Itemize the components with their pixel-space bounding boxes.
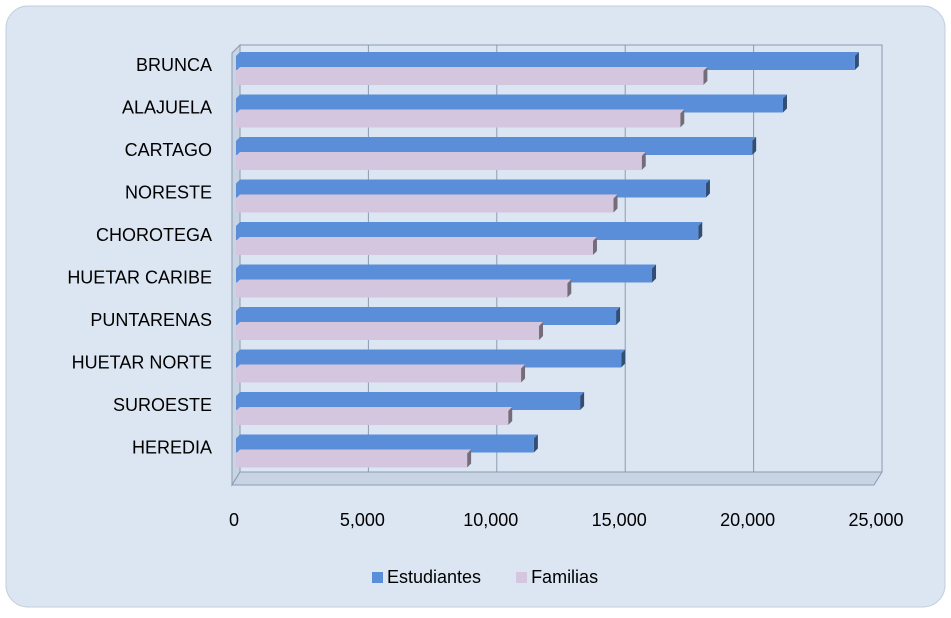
x-tick-label: 10,000 [463, 510, 518, 530]
bar-end [467, 449, 472, 468]
bar-end [580, 392, 585, 410]
bar-end [782, 94, 787, 113]
bar-top [236, 407, 513, 411]
bar-end [854, 52, 859, 70]
bar [236, 311, 617, 325]
bar-end [567, 279, 572, 298]
bar-top [236, 322, 544, 326]
x-tick-label: 25,000 [848, 510, 903, 530]
y-tick-label: CARTAGO [125, 140, 212, 160]
y-tick-label: HEREDIA [132, 438, 212, 458]
bar-top [236, 237, 597, 241]
bar [236, 353, 622, 368]
bar [236, 411, 509, 425]
bar [236, 326, 540, 340]
bar [236, 198, 614, 213]
bar-top [236, 434, 538, 439]
bar-top [236, 279, 572, 284]
floor [231, 471, 883, 486]
bar [236, 183, 706, 198]
bar [236, 98, 783, 113]
bar [236, 396, 581, 410]
bar [236, 71, 704, 85]
bar [236, 453, 468, 468]
x-tick-label: 5,000 [340, 510, 385, 530]
x-tick-label: 0 [229, 510, 239, 530]
bar-end [616, 307, 621, 325]
bar-end [521, 364, 526, 383]
bar-top [236, 52, 859, 56]
legend-swatch [516, 572, 528, 583]
bar-top [236, 349, 626, 354]
legend-label: Estudiantes [387, 567, 481, 587]
bar-top [236, 392, 585, 396]
bar-top [236, 137, 757, 141]
bar-end [621, 349, 626, 368]
y-tick-label: SUROESTE [113, 395, 212, 415]
bar-top [236, 152, 646, 156]
bar-top [236, 179, 710, 184]
bar [236, 156, 642, 170]
bar [236, 241, 593, 255]
bar-end [508, 407, 513, 425]
bar-end [705, 179, 710, 198]
bar-top [236, 67, 708, 71]
y-tick-label: ALAJUELA [122, 98, 212, 118]
bar [236, 268, 653, 283]
bar [236, 56, 855, 70]
bar-top [236, 94, 787, 99]
bar-top [236, 449, 472, 454]
legend-swatch [372, 572, 383, 583]
bar-end [652, 264, 657, 283]
bar-top [236, 264, 657, 269]
bar-top [236, 222, 703, 226]
y-tick-label: HUETAR CARIBE [67, 268, 212, 288]
y-tick-label: CHOROTEGA [96, 225, 212, 245]
bar-top [236, 194, 618, 199]
bar-end [539, 322, 544, 340]
bar [236, 368, 522, 383]
x-tick-label: 15,000 [592, 510, 647, 530]
bar-end [752, 137, 757, 155]
bar-top [236, 109, 685, 114]
y-tick-label: BRUNCA [136, 55, 212, 75]
bar-end [698, 222, 703, 240]
bar [236, 438, 534, 453]
bar [236, 141, 753, 155]
bar-end [703, 67, 708, 85]
bar-end [680, 109, 685, 128]
y-tick-label: NORESTE [125, 183, 212, 203]
bar-top [236, 307, 621, 311]
bar [236, 226, 699, 240]
bar-end [592, 237, 597, 255]
y-tick-label: PUNTARENAS [90, 310, 212, 330]
y-tick-label: HUETAR NORTE [72, 353, 212, 373]
bar [236, 283, 568, 298]
bar-top [236, 364, 526, 369]
bar-end [613, 194, 618, 213]
bar [236, 113, 681, 128]
bar-end [533, 434, 538, 453]
legend-label: Familias [531, 567, 598, 587]
bar-end [641, 152, 646, 170]
x-tick-label: 20,000 [720, 510, 775, 530]
